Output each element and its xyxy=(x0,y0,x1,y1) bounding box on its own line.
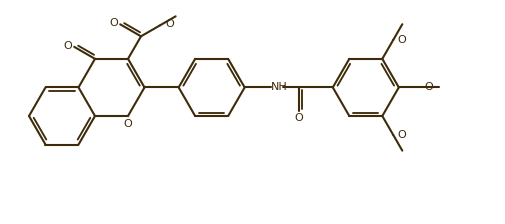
Text: O: O xyxy=(110,18,118,28)
Text: O: O xyxy=(123,119,132,129)
Text: O: O xyxy=(64,41,72,51)
Text: O: O xyxy=(396,130,406,140)
Text: O: O xyxy=(165,19,173,29)
Text: NH: NH xyxy=(271,82,287,93)
Text: O: O xyxy=(396,35,406,45)
Text: O: O xyxy=(294,113,302,123)
Text: O: O xyxy=(424,82,433,93)
